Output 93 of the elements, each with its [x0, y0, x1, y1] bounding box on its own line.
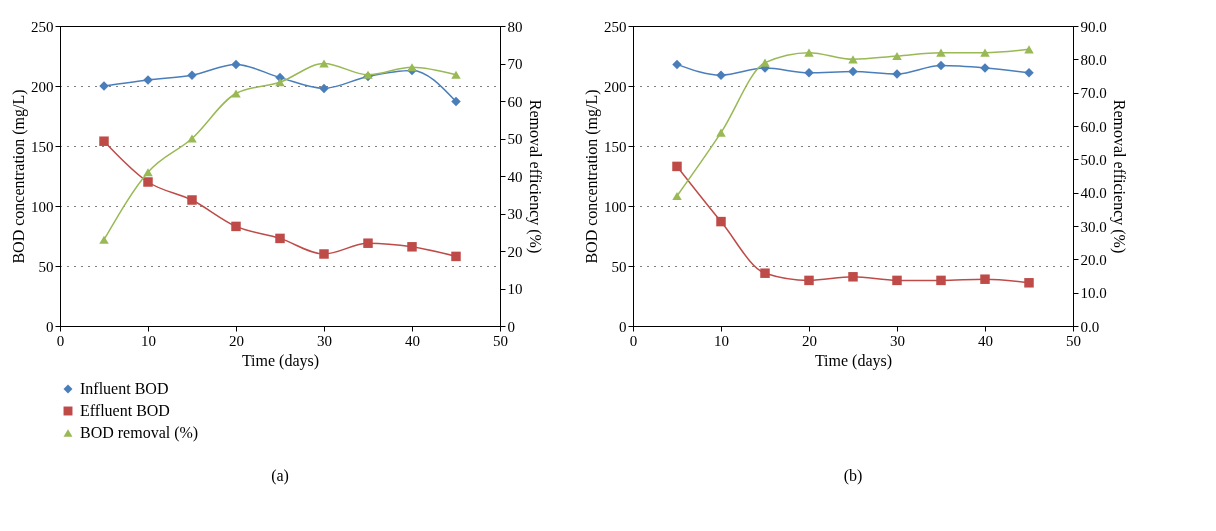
y-tick-label: 200 [604, 78, 627, 95]
y-tick-label: 150 [604, 138, 627, 155]
text: (b) [843, 467, 863, 485]
x-tick-label: 20 [229, 332, 244, 349]
point [407, 242, 417, 252]
y-tick-label: 50 [38, 258, 54, 275]
y2-tick-label: 30 [507, 206, 523, 222]
y2-tick-label: 70 [507, 56, 523, 72]
y2-tick-label: 60.0 [1080, 118, 1107, 135]
point [187, 134, 197, 143]
y2-tick-label: 20.0 [1080, 251, 1107, 268]
point [804, 275, 814, 286]
point [980, 274, 990, 284]
y2-tick-label: 10 [507, 281, 523, 297]
point [143, 177, 153, 187]
x-tick-label: 50 [493, 332, 508, 349]
y2-tick-label: 40.0 [1080, 185, 1107, 202]
y2-tick-label: 50.0 [1080, 151, 1107, 168]
text: (a) [271, 467, 289, 485]
point [363, 238, 373, 248]
y-tick-label: 100 [31, 198, 54, 215]
y-axis-title: BOD concentration (mg/L) [10, 89, 28, 264]
y2-tick-label: 10.0 [1080, 285, 1107, 302]
point [143, 168, 153, 177]
y-tick-label: 50 [611, 258, 627, 275]
point [407, 63, 417, 72]
y2-tick-label: 80 [507, 18, 523, 35]
point [1024, 278, 1034, 288]
point [980, 48, 990, 57]
point [716, 216, 726, 227]
x-tick-label: 30 [890, 332, 905, 349]
point [99, 235, 109, 244]
point [936, 275, 946, 286]
x-tick-label: 50 [1066, 332, 1081, 349]
y-axis-title: BOD concentration (mg/L) [583, 89, 601, 264]
y2-tick-label: 90.0 [1080, 18, 1107, 35]
point [99, 136, 109, 146]
y2-tick-label: 70.0 [1080, 85, 1107, 102]
y-tick-label: 0 [619, 318, 627, 335]
point [319, 83, 329, 94]
point [319, 249, 329, 259]
point [936, 48, 946, 57]
y2-tick-label: 60 [507, 93, 523, 110]
y2-tick-label: 40 [507, 168, 523, 185]
point [451, 96, 461, 107]
x-tick-label: 10 [141, 332, 156, 349]
point [760, 58, 770, 67]
x-tick-label: 40 [405, 332, 420, 349]
legend-label: BOD removal (%) [80, 424, 199, 442]
legend-label: Influent BOD [80, 380, 169, 397]
point [275, 233, 285, 244]
y2-tick-label: 30.0 [1080, 218, 1107, 235]
point [451, 251, 461, 262]
y-tick-label: 250 [604, 18, 627, 35]
x-tick-label: 10 [714, 332, 729, 349]
y-tick-label: 250 [31, 18, 54, 35]
point [451, 70, 461, 79]
point [672, 191, 682, 201]
legend-label: Effluent BOD [80, 402, 170, 419]
y2-tick-label: 0 [507, 318, 515, 335]
x-tick-label: 40 [978, 332, 993, 349]
point [231, 59, 241, 70]
y2-tick-label: 20 [507, 243, 523, 260]
y-tick-label: 0 [46, 318, 54, 335]
point [760, 268, 770, 278]
x-tick-label: 0 [629, 332, 638, 349]
x-tick-label: 30 [317, 332, 332, 349]
point [848, 66, 858, 77]
point [804, 48, 814, 57]
x-tick-label: 0 [56, 332, 65, 349]
point [231, 89, 241, 98]
y2-tick-label: 0.0 [1080, 318, 1100, 335]
point [936, 60, 946, 71]
point [892, 275, 902, 286]
point [892, 51, 902, 61]
point [848, 272, 858, 282]
y2-axis-title: Removal efficiency (%) [525, 99, 544, 254]
point [672, 59, 682, 70]
point [716, 128, 726, 137]
point [672, 161, 682, 172]
point [187, 195, 197, 205]
x-tick-label: 20 [802, 332, 817, 349]
y2-tick-label: 50 [507, 131, 523, 147]
x-axis-title: Time (days) [241, 351, 320, 370]
y2-tick-label: 80.0 [1080, 51, 1107, 68]
point [231, 221, 241, 232]
x-axis-title: Time (days) [814, 351, 893, 370]
y-tick-label: 150 [31, 138, 54, 155]
y-tick-label: 100 [604, 198, 627, 215]
point [319, 59, 329, 68]
y-tick-label: 200 [31, 78, 54, 95]
y2-axis-title: Removal efficiency (%) [1109, 99, 1128, 254]
point [275, 78, 285, 87]
